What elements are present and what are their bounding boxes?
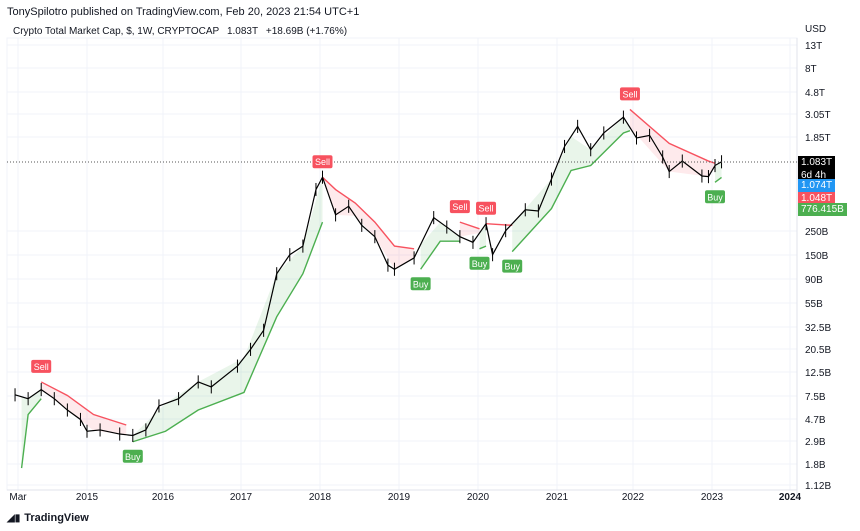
symbol-name[interactable]: Crypto Total Market Cap, $, 1W, CRYPTOCA… <box>13 26 220 37</box>
y-tick-label: 3.05T <box>805 110 831 121</box>
x-tick-label: 2024 <box>779 492 802 503</box>
sell-signal-label: Sell <box>34 362 49 372</box>
last-price-value: 1.083T <box>801 157 833 168</box>
buy-signal-label: Buy <box>413 279 429 289</box>
y-tick-label: 90B <box>805 275 823 286</box>
supertrend-down-line <box>322 176 415 250</box>
buy-signal-label: Buy <box>504 262 520 272</box>
sell-signal-badge <box>619 87 640 101</box>
supertrend-up-line <box>479 245 487 250</box>
y-tick-label: 8T <box>805 64 817 75</box>
y-tick-label: 150B <box>805 251 829 262</box>
sell-signal-label: Sell <box>315 157 330 167</box>
x-tick-label: 2020 <box>467 492 490 503</box>
supertrend-up-line <box>20 398 42 469</box>
axis-currency: USD <box>805 24 826 35</box>
supertrend-down-line <box>629 108 716 164</box>
red-price-tag: 1.048T <box>798 192 836 205</box>
symbol-legend: Crypto Total Market Cap, $, 1W, CRYPTOCA… <box>13 26 352 37</box>
y-tick-label: 7.5B <box>805 392 826 403</box>
supertrend-down-line <box>485 223 513 227</box>
sell-signal-label: Sell <box>622 89 637 99</box>
uptrend-fill <box>420 222 460 270</box>
supertrend-up-line <box>511 130 631 253</box>
sell-signal-badge <box>476 201 497 215</box>
tradingview-logo[interactable]: ◢▮ TradingView <box>7 512 89 524</box>
x-tick-label: 2016 <box>152 492 175 503</box>
price-change: +18.69B (+1.76%) <box>265 26 348 37</box>
y-tick-label: 1.8B <box>805 460 826 471</box>
y-tick-label: 12.5B <box>805 368 831 379</box>
uptrend-fill <box>132 177 323 442</box>
uptrend-fill <box>479 223 487 249</box>
downtrend-fill <box>459 222 480 237</box>
y-tick-label: 32.5B <box>805 323 831 334</box>
y-tick-label: 2.9B <box>805 437 826 448</box>
x-tick-label: 2015 <box>76 492 99 503</box>
uptrend-fill <box>512 117 630 252</box>
buy-signal-label: Buy <box>125 452 141 462</box>
brand-name: TradingView <box>24 512 89 524</box>
x-tick-label: 2022 <box>622 492 645 503</box>
buy-signal-badge <box>410 277 431 291</box>
uptrend-fill <box>21 389 42 469</box>
tv-logo-icon: ◢▮ <box>7 512 21 524</box>
plot-area <box>6 37 798 491</box>
y-tick-label: 13T <box>805 41 822 52</box>
supertrend-up-line <box>132 221 324 443</box>
downtrend-fill <box>322 177 415 270</box>
supertrend-down-line <box>459 221 480 230</box>
supertrend-down-line <box>40 381 127 426</box>
downtrend-fill <box>629 109 715 177</box>
buy-signal-label: Buy <box>707 192 723 202</box>
buy-signal-badge <box>705 190 725 204</box>
x-tick-label: Mar <box>9 492 27 503</box>
downtrend-fill <box>41 381 127 435</box>
y-tick-label: 20.5B <box>805 345 831 356</box>
last-price: 1.083T <box>226 26 259 37</box>
sell-signal-label: Sell <box>479 204 494 214</box>
y-tick-label: 1.85T <box>805 133 831 144</box>
y-tick-label: 55B <box>805 299 823 310</box>
supertrend-up-line <box>420 240 460 270</box>
price-series-line <box>14 116 722 437</box>
last-price-tag: 1.083T 6d 4h <box>798 156 836 182</box>
uptrend-fill <box>715 161 722 183</box>
x-tick-label: 2017 <box>230 492 253 503</box>
buy-signal-badge <box>122 449 143 463</box>
x-tick-label: 2021 <box>546 492 569 503</box>
blue-price-tag: 1.074T <box>798 179 836 192</box>
bar-countdown: 6d 4h <box>801 170 827 181</box>
publisher-line: TonySpilotro published on TradingView.co… <box>7 6 360 18</box>
buy-signal-label: Buy <box>472 259 488 269</box>
x-tick-label: 2018 <box>309 492 332 503</box>
buy-signal-badge <box>469 256 490 270</box>
green-price-tag: 776.415B <box>798 203 847 216</box>
sell-signal-badge <box>312 155 333 169</box>
buy-signal-badge <box>502 259 523 273</box>
sell-signal-label: Sell <box>452 202 467 212</box>
sell-signal-badge <box>449 200 470 214</box>
y-tick-label: 250B <box>805 227 829 238</box>
supertrend-up-line <box>714 176 722 183</box>
y-tick-label: 1.12B <box>805 481 831 492</box>
y-tick-label: 4.8T <box>805 88 825 99</box>
y-tick-label: 4.7B <box>805 415 826 426</box>
x-tick-label: 2019 <box>388 492 411 503</box>
x-tick-label: 2023 <box>701 492 724 503</box>
sell-signal-badge <box>31 359 52 373</box>
